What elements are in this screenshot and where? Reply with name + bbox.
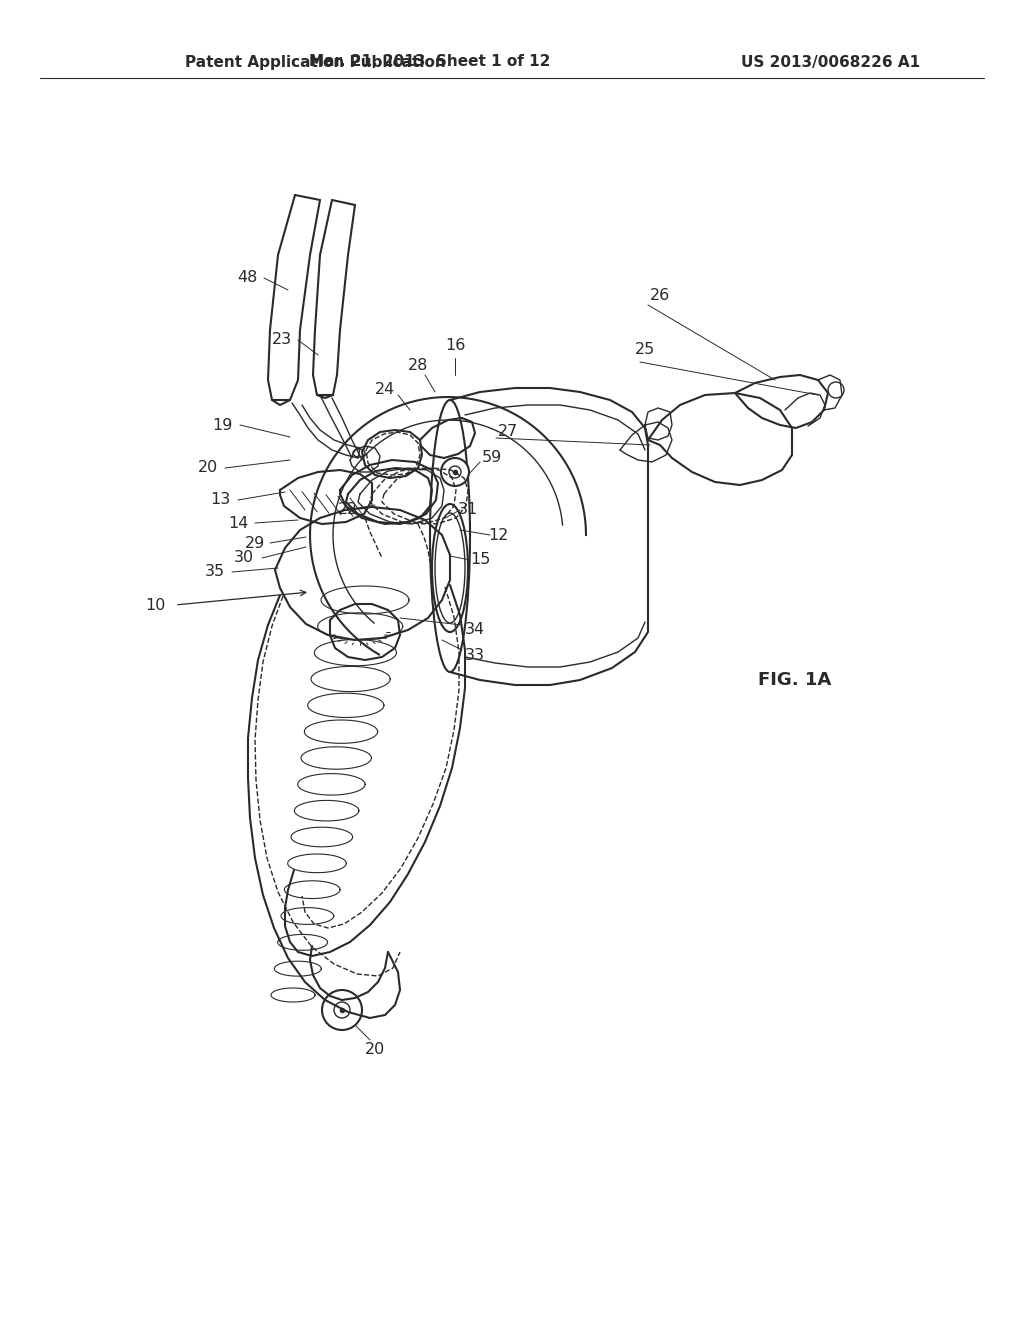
Text: 31: 31 [458, 503, 478, 517]
Text: FIG. 1A: FIG. 1A [759, 671, 831, 689]
Text: 30: 30 [233, 550, 254, 565]
Text: 34: 34 [465, 623, 485, 638]
Text: 20: 20 [198, 461, 218, 475]
Text: 59: 59 [482, 450, 502, 466]
Text: 26: 26 [650, 288, 670, 302]
Text: 48: 48 [237, 271, 257, 285]
Text: 35: 35 [205, 565, 225, 579]
Ellipse shape [441, 458, 469, 486]
Text: 28: 28 [408, 358, 428, 372]
Text: 15: 15 [470, 553, 490, 568]
Text: 14: 14 [227, 516, 248, 531]
Text: 24: 24 [375, 383, 395, 397]
Text: 13: 13 [210, 492, 230, 507]
Text: Patent Application Publication: Patent Application Publication [185, 54, 445, 70]
Text: 27: 27 [498, 425, 518, 440]
Text: 33: 33 [465, 648, 485, 663]
Text: Mar. 21, 2013  Sheet 1 of 12: Mar. 21, 2013 Sheet 1 of 12 [309, 54, 551, 70]
Text: 20: 20 [365, 1043, 385, 1057]
Text: 29: 29 [245, 536, 265, 550]
Text: 12: 12 [487, 528, 508, 543]
Ellipse shape [322, 990, 362, 1030]
Text: 19: 19 [212, 417, 232, 433]
Ellipse shape [828, 381, 844, 399]
Text: US 2013/0068226 A1: US 2013/0068226 A1 [741, 54, 920, 70]
Text: 10: 10 [144, 598, 165, 612]
Text: 25: 25 [635, 342, 655, 358]
Text: 22: 22 [338, 503, 358, 517]
Text: 23: 23 [272, 333, 292, 347]
Text: 16: 16 [444, 338, 465, 352]
